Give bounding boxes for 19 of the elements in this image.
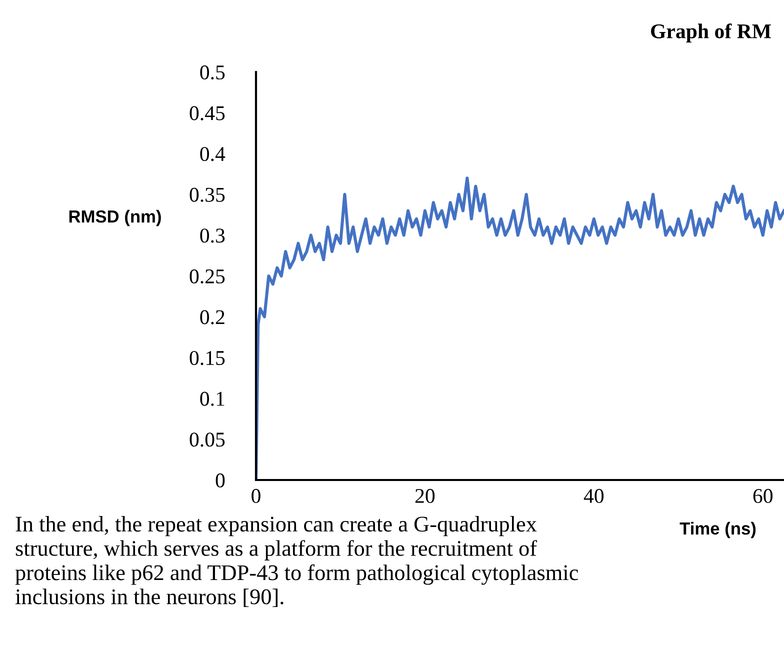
text: In the end, the repeat expansion can create a G-quadruplex structure, which serves as a platform for the recruitment of proteins like p62 and TDP-43 to form pathological cytoplasmic inclusions in the neurons [90]. (15, 516, 578, 608)
chart-title: Graph of RM (651, 23, 771, 43)
y-tick-label: 0.4 (200, 146, 226, 162)
y-tick-label: 0.45 (190, 106, 225, 120)
x-tick-label: 60 (753, 488, 772, 503)
x-tick-label: 20 (415, 488, 435, 503)
x-tick-label: 40 (584, 488, 604, 503)
y-tick-label: 0.3 (200, 228, 225, 243)
y-axis-title: RMSD (nm) (69, 210, 161, 226)
y-tick-label: 0.25 (190, 269, 225, 284)
y-tick-label: 0.5 (200, 65, 225, 80)
y-tick-label: 0.1 (200, 392, 224, 406)
y-tick-label: 0.35 (190, 188, 225, 202)
x-axis-title: Time (ns) (680, 522, 756, 538)
y-tick-label: 0 (216, 473, 225, 488)
y-tick-label: 0.15 (190, 350, 225, 366)
y-tick-label: 0.2 (200, 310, 224, 324)
y-tick-label: 0.05 (190, 432, 225, 447)
x-tick-label: 0 (252, 488, 260, 503)
